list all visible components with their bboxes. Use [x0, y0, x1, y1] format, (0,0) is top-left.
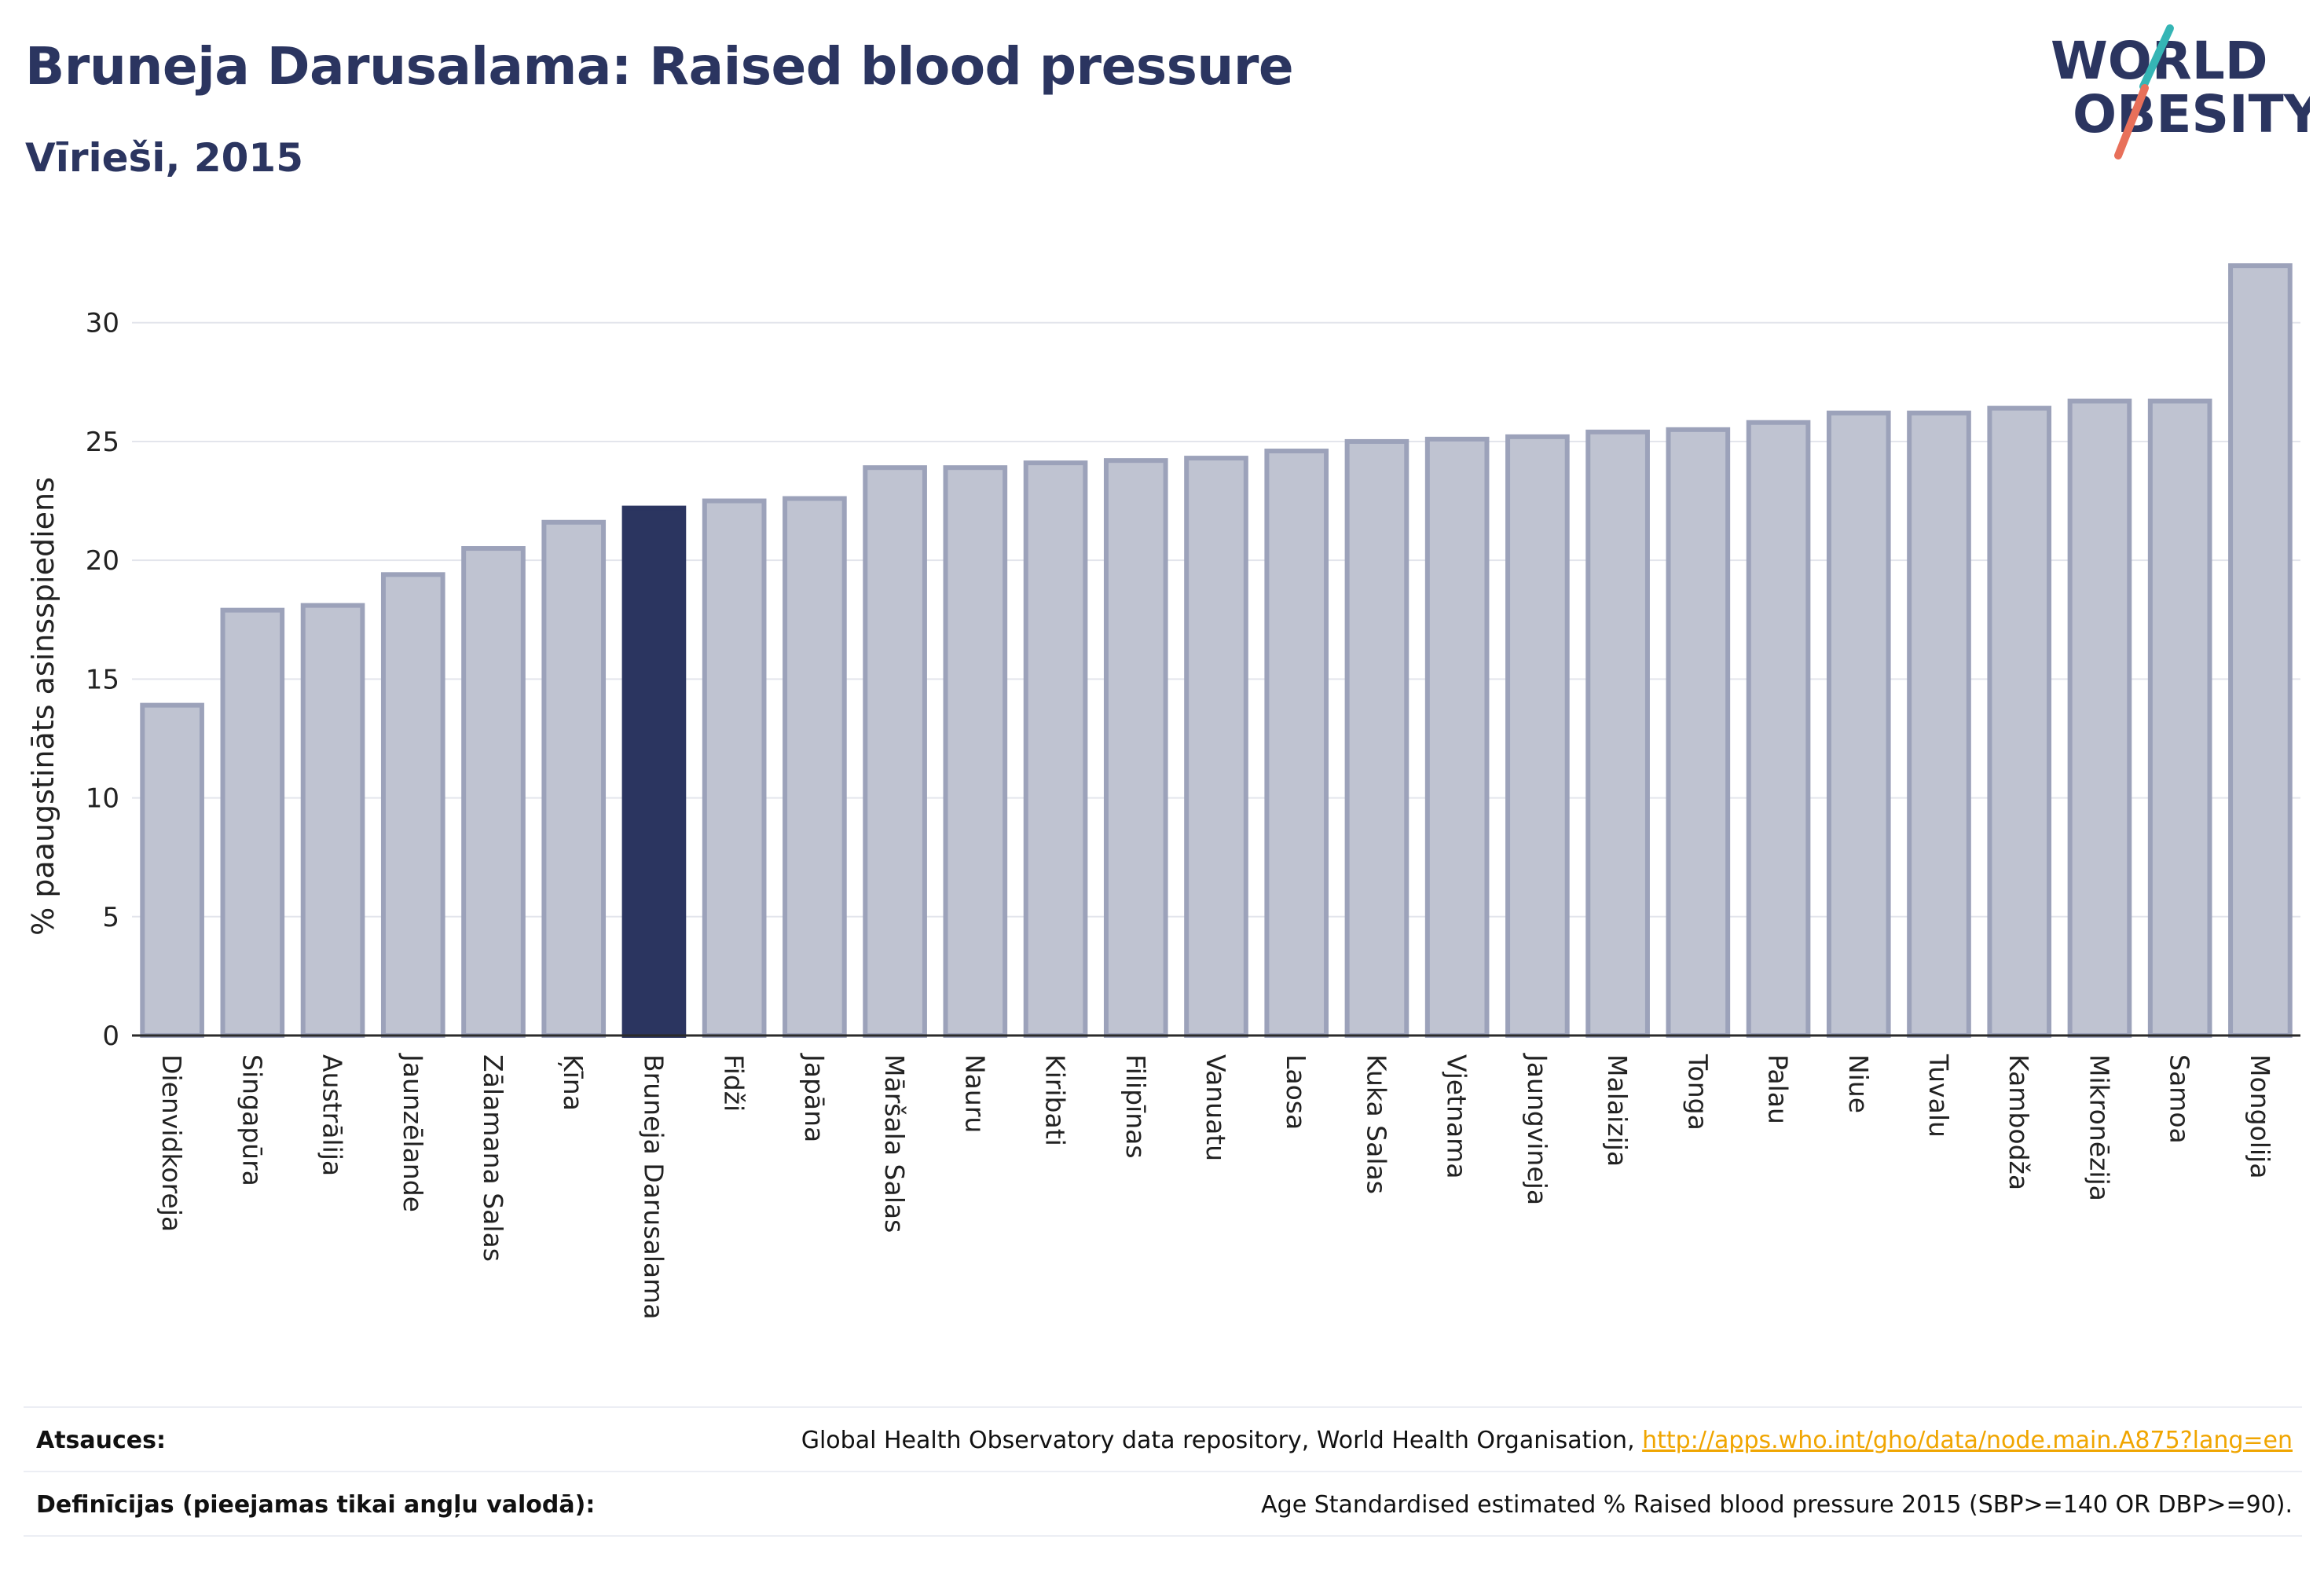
- x-tick-label: Zālamana Salas: [478, 1054, 508, 1262]
- bar: [300, 603, 365, 1038]
- x-tick-label: Nauru: [959, 1054, 990, 1133]
- bar: [1023, 460, 1088, 1038]
- footer-divider-top: [24, 1406, 2302, 1408]
- sources-link[interactable]: http://apps.who.int/gho/data/node.main.A…: [1642, 1427, 2293, 1454]
- footer-divider-middle: [24, 1471, 2302, 1472]
- x-tick-label: Māršala Salas: [879, 1054, 910, 1233]
- x-tick-label: Jaunzēlande: [398, 1053, 428, 1212]
- footer-divider-bottom: [24, 1535, 2302, 1537]
- y-tick-label: 10: [86, 783, 119, 815]
- bar: [1746, 420, 1811, 1038]
- y-tick-label: 25: [86, 427, 119, 458]
- x-tick-label: Kambodža: [2003, 1054, 2034, 1190]
- bar-highlighted: [621, 505, 687, 1038]
- bar: [1826, 410, 1891, 1038]
- bar: [1103, 458, 1168, 1038]
- page-subtitle: Vīrieši, 2015: [25, 135, 304, 181]
- y-tick-label: 15: [86, 664, 119, 695]
- x-tick-label: Singapūra: [236, 1054, 267, 1186]
- bars: [140, 263, 2293, 1038]
- x-tick-label: Tonga: [1682, 1054, 1713, 1131]
- bar: [1264, 449, 1329, 1038]
- x-tick-label: Mikronēzija: [2084, 1054, 2114, 1201]
- world-obesity-logo: WORLD OBESITY: [2051, 24, 2310, 159]
- x-tick-label: Filipīnas: [1120, 1054, 1151, 1159]
- bar: [380, 572, 445, 1038]
- bar: [702, 498, 767, 1038]
- sources-text: Global Health Observatory data repositor…: [801, 1427, 1643, 1454]
- bar: [140, 702, 204, 1038]
- y-tick-label: 5: [102, 902, 119, 933]
- x-tick-label: Samoa: [2165, 1054, 2195, 1144]
- x-tick-label: Malaizija: [1602, 1054, 1633, 1167]
- x-tick-label: Kuka Salas: [1361, 1054, 1391, 1194]
- bar: [1184, 456, 1248, 1038]
- bar: [1585, 429, 1650, 1038]
- bar: [1907, 410, 1971, 1038]
- x-tick-label: Fidži: [719, 1054, 750, 1112]
- y-axis-ticks: 0 5 10 15 20 25 30: [86, 308, 119, 1052]
- logo-slash-red: [2114, 84, 2149, 159]
- bar: [1666, 427, 1731, 1038]
- y-tick-label: 0: [102, 1021, 119, 1052]
- x-tick-label: Jaungvineja: [1522, 1053, 1552, 1205]
- bar: [1987, 405, 2052, 1038]
- bar: [863, 465, 927, 1038]
- logo-slash-teal: [2139, 24, 2174, 90]
- x-tick-label: Dienvidkoreja: [156, 1054, 187, 1232]
- bar: [943, 465, 1008, 1038]
- x-tick-label: Vanuatu: [1200, 1054, 1231, 1161]
- y-tick-label: 20: [86, 545, 119, 577]
- y-tick-label: 30: [86, 308, 119, 339]
- x-tick-label: Niue: [1843, 1054, 1874, 1113]
- x-tick-label: Laosa: [1281, 1054, 1311, 1130]
- definitions-label: Definīcijas (pieejamas tikai angļu valod…: [36, 1491, 596, 1519]
- bar: [541, 519, 607, 1038]
- definitions-value: Age Standardised estimated % Raised bloo…: [1261, 1491, 2293, 1519]
- y-axis-label: % paaugstināts asinsspiediens: [26, 477, 60, 936]
- sources-value: Global Health Observatory data repositor…: [801, 1427, 2293, 1454]
- bar: [783, 496, 847, 1038]
- x-tick-label: Palau: [1763, 1054, 1794, 1124]
- bar-chart: 0 5 10 15 20 25 30 Dienvidkoreja Singapūra Austr…: [26, 263, 2300, 1320]
- bar: [461, 546, 526, 1038]
- bar: [2147, 398, 2212, 1038]
- x-tick-label: Austrālija: [317, 1054, 348, 1176]
- bar: [2067, 398, 2132, 1038]
- page-title: Bruneja Darusalama: Raised blood pressur…: [25, 36, 1294, 97]
- x-tick-label: Bruneja Darusalama: [638, 1054, 669, 1320]
- x-tick-label: Tuvalu: [1923, 1054, 1954, 1138]
- x-tick-label: Japāna: [799, 1053, 830, 1142]
- bar: [1505, 434, 1570, 1038]
- x-tick-label: Vjetnama: [1442, 1054, 1472, 1179]
- x-axis-category-labels: Dienvidkoreja Singapūra Austrālija Jaunzēla…: [156, 1053, 2275, 1320]
- sources-label: Atsauces:: [36, 1427, 166, 1454]
- bar: [1424, 436, 1490, 1038]
- x-tick-label: Kiribati: [1040, 1054, 1071, 1146]
- bar: [1344, 438, 1409, 1038]
- x-tick-label: Mongolija: [2245, 1054, 2275, 1178]
- bar: [2228, 263, 2293, 1038]
- x-tick-label: Ķīna: [558, 1054, 588, 1111]
- logo-word-obesity: OBESITY: [2073, 84, 2310, 145]
- bar: [220, 607, 285, 1038]
